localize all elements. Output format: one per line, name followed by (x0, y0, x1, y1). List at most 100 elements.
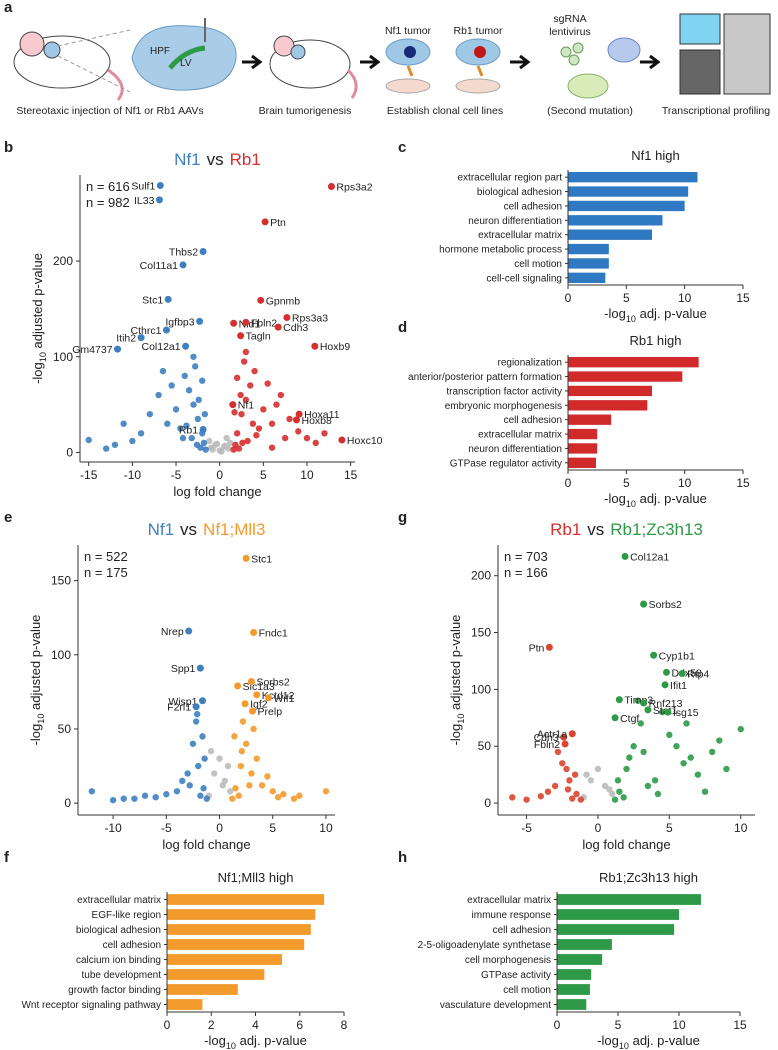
data-point (251, 367, 258, 375)
data-point (268, 444, 276, 451)
data-point (177, 425, 184, 432)
cells (607, 37, 641, 63)
x-tick-label: 15 (733, 1018, 747, 1032)
labeled-point (662, 668, 670, 676)
labeled-point (283, 314, 291, 322)
data-point (623, 765, 630, 773)
gene-label: Ptn (270, 217, 286, 229)
labeled-point (192, 703, 200, 711)
axis-label: -log10 adjusted p-value (448, 615, 466, 746)
x-tick-label: 0 (216, 821, 223, 835)
data-point (255, 425, 263, 432)
y-tick-label: 100 (53, 350, 73, 364)
bar (568, 414, 612, 425)
data-point (203, 795, 210, 802)
chart-title: Nf1 vs Nf1;Mll3 (148, 520, 266, 539)
gene-label: Sulf1 (131, 181, 155, 193)
cells (567, 73, 609, 99)
category-label: cell morphogenesis (465, 955, 551, 966)
data-point (195, 396, 202, 404)
data-point (189, 740, 197, 747)
data-point (573, 790, 580, 798)
data-point (634, 697, 642, 704)
x-tick-label: 2 (208, 1018, 215, 1032)
x-tick-label: 0 (554, 1018, 561, 1032)
data-point (242, 348, 250, 356)
data-point (231, 733, 238, 740)
panel-letter: a (4, 0, 13, 16)
labeled-point (249, 707, 257, 715)
data-point (221, 442, 229, 449)
data-point (644, 782, 652, 790)
virus-label: lentivirus (549, 26, 590, 38)
labeled-point (640, 600, 648, 608)
data-point (280, 791, 287, 798)
labeled-point (114, 345, 122, 353)
data-point (202, 446, 209, 453)
data-point (194, 415, 202, 423)
x-tick-label: 4 (252, 1018, 259, 1032)
data-point (137, 430, 145, 437)
axis-label-part: adj. p-value (236, 1033, 307, 1048)
gene-label: Igfbp3 (165, 316, 194, 328)
tumor-label: Nf1 tumor (385, 25, 432, 37)
step-caption: Establish clonal cell lines (387, 105, 503, 117)
data-point (253, 755, 260, 762)
data-point (249, 420, 257, 427)
category-label: hormone metabolic process (439, 245, 562, 256)
category-label: vasculature development (440, 1000, 551, 1011)
labeled-point (250, 629, 258, 637)
category-label: biological adhesion (76, 925, 161, 936)
labeled-point (242, 554, 250, 562)
axis-label-sub: 10 (36, 714, 46, 724)
x-tick-label: 10 (734, 821, 748, 835)
data-point (109, 796, 117, 804)
data-point (224, 762, 232, 770)
data-point (247, 382, 254, 389)
data-point (184, 770, 191, 777)
dashed (57, 29, 131, 47)
data-point (183, 422, 190, 429)
brain-label: HPF (150, 46, 170, 57)
axis-label-part: adj. p-value (629, 1033, 700, 1048)
labeled-point (338, 436, 346, 444)
gene-label: Col12a1 (142, 341, 181, 353)
data-point (630, 743, 637, 750)
labeled-point (156, 182, 164, 190)
axis-label-part: adjusted p-value (30, 253, 45, 352)
data-point (218, 448, 225, 455)
category-label: cell adhesion (103, 940, 161, 951)
data-point (226, 439, 234, 447)
data-point (694, 771, 702, 778)
gene-label: F2rl1 (167, 702, 191, 714)
data-point (192, 718, 200, 725)
data-point (229, 795, 236, 802)
mouse-tail (107, 68, 124, 101)
data-point (658, 708, 666, 716)
data-point (620, 794, 627, 801)
y-tick-label: 50 (58, 722, 72, 736)
x-tick-label: -15 (80, 468, 98, 482)
mouse-tail (346, 68, 358, 99)
data-point (244, 437, 251, 445)
x-tick-label: 5 (623, 476, 630, 490)
data-point (206, 437, 213, 445)
data-point (274, 793, 282, 801)
labeled-point (274, 323, 282, 331)
arrow (242, 54, 263, 70)
data-point (233, 430, 241, 437)
axis-label-part: adjusted p-value (448, 615, 463, 714)
category-label: 2-5-oligoadenylate synthetase (418, 940, 552, 951)
data-point (281, 434, 289, 442)
data-point (583, 771, 590, 778)
count-label: n = 166 (504, 565, 548, 580)
x-tick-label: 0 (565, 291, 572, 305)
step-caption: (Second mutation) (547, 105, 633, 117)
dish (455, 78, 501, 94)
category-label: embryonic morphogenesis (445, 401, 562, 412)
bar (167, 894, 325, 905)
title-part: Rb1;Zc3h13 (610, 520, 703, 539)
axis-label-part: -log (597, 1033, 619, 1048)
panel-letter: g (398, 509, 407, 526)
data-point (559, 760, 566, 767)
